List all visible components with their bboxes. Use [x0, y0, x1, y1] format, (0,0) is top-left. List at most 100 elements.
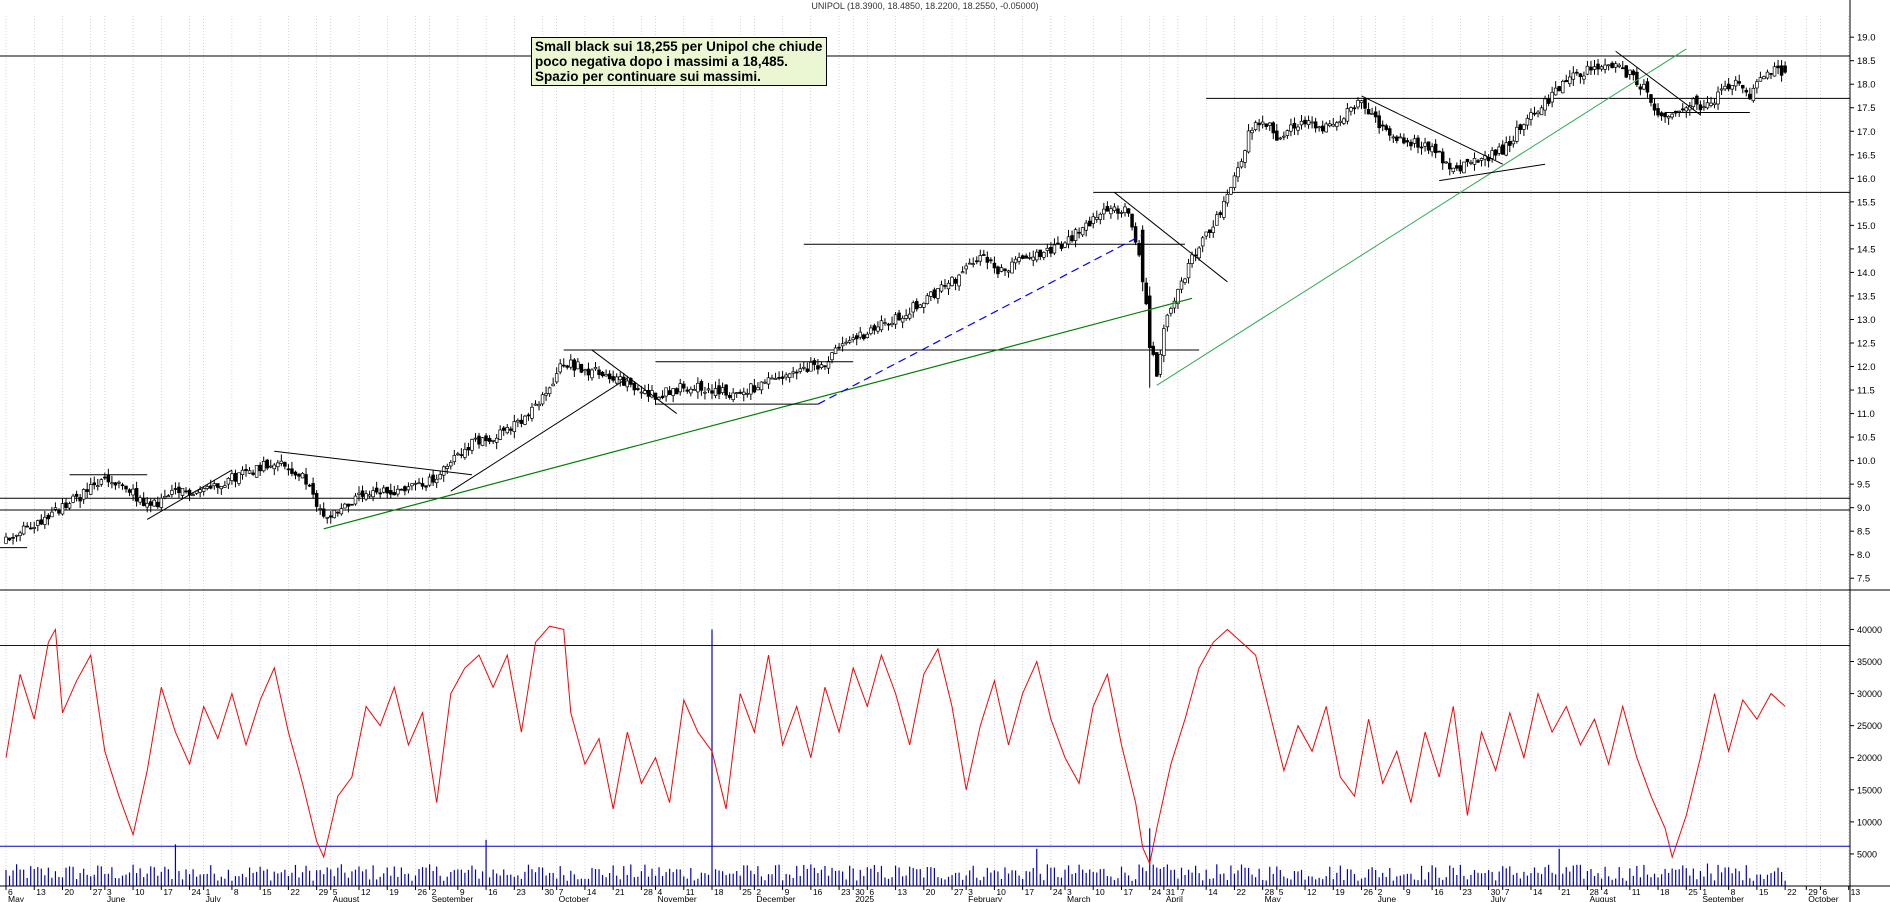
candle-body: [731, 392, 735, 401]
candle-body: [1765, 71, 1770, 79]
candle-body: [449, 462, 453, 467]
candle-body: [537, 403, 541, 407]
candle-body: [1250, 130, 1254, 134]
candle-body: [314, 493, 319, 507]
candle-body: [890, 322, 894, 326]
candle-body: [872, 325, 877, 331]
candle-body: [1042, 251, 1046, 258]
day-label: 16: [813, 887, 823, 897]
candle-body: [1151, 345, 1155, 355]
candle-body: [28, 527, 33, 530]
day-label: 14: [587, 887, 597, 897]
candle-body: [96, 485, 100, 487]
candle-body: [519, 419, 524, 424]
candle-body: [11, 536, 15, 539]
candle-body: [1444, 161, 1448, 164]
candle-body: [1532, 112, 1537, 115]
candle-body: [1663, 112, 1667, 118]
candle-body: [558, 363, 562, 373]
candle-body: [403, 486, 407, 492]
candle-body: [367, 494, 372, 497]
candle-body: [445, 465, 450, 469]
candle-body: [1719, 88, 1724, 91]
candle-body: [1628, 69, 1632, 75]
candle-body: [1253, 122, 1258, 130]
candle-body: [1723, 85, 1727, 90]
candle-body: [692, 388, 697, 391]
candle-body: [1246, 130, 1251, 153]
candle-body: [530, 406, 534, 419]
day-label: 18: [1660, 887, 1670, 897]
candle-body: [1169, 308, 1173, 314]
month-label: September: [432, 894, 474, 902]
day-label: 14: [1208, 887, 1218, 897]
day-label: 2: [1378, 887, 1383, 897]
candle-body: [812, 360, 817, 365]
candle-body: [456, 453, 460, 456]
trendline: [1361, 95, 1503, 165]
candle-body: [590, 369, 594, 379]
candle-body: [1631, 70, 1636, 76]
month-label: February: [968, 894, 1003, 902]
candle-body: [276, 462, 280, 468]
candle-body: [1162, 328, 1166, 356]
candle-body: [738, 391, 742, 394]
candle-body: [1232, 175, 1237, 188]
day-label: 20: [926, 887, 936, 897]
candle-body: [946, 282, 951, 290]
candle-body: [1356, 100, 1360, 108]
candle-body: [1603, 64, 1607, 70]
candle-body: [1476, 160, 1480, 163]
candle-body: [505, 427, 510, 434]
trendline: [817, 234, 1143, 405]
candle-body: [643, 390, 647, 394]
candle-body: [350, 503, 354, 506]
candle-body: [1204, 231, 1208, 237]
vertical-grid: [5, 16, 1849, 886]
day-label: 6: [869, 887, 874, 897]
candle-body: [766, 377, 771, 385]
candle-body: [60, 503, 65, 515]
candle-body: [339, 508, 344, 515]
candle-body: [148, 501, 153, 506]
candle-body: [43, 516, 47, 525]
candle-body: [424, 485, 428, 488]
candle-body: [1031, 256, 1035, 261]
candle-body: [579, 363, 584, 373]
candle-body: [399, 488, 404, 491]
candle-body: [1596, 63, 1600, 70]
candle-body: [113, 482, 118, 486]
candle-body: [1426, 141, 1431, 151]
price-tick-label: 17.0: [1857, 127, 1876, 138]
candle-body: [1518, 124, 1523, 130]
day-label: 25: [742, 887, 752, 897]
candle-body: [1179, 280, 1184, 290]
candle-body: [1324, 123, 1328, 133]
trendline: [450, 377, 628, 492]
candle-body: [752, 385, 757, 393]
candle-body: [551, 383, 555, 387]
candle-body: [1751, 87, 1756, 102]
candle-body: [1257, 122, 1261, 126]
candle-body: [201, 488, 206, 492]
candle-body: [1737, 81, 1741, 84]
day-label: 6: [1822, 887, 1827, 897]
day-label: 23: [841, 887, 851, 897]
candle-body: [346, 503, 351, 507]
candle-body: [1377, 115, 1381, 129]
candle-body: [279, 460, 284, 464]
candle-body: [99, 479, 104, 485]
candle-body: [1560, 80, 1565, 94]
candle-body: [1635, 71, 1639, 85]
candle-body: [876, 326, 880, 332]
candle-body: [900, 317, 905, 323]
day-label: 2: [756, 887, 761, 897]
candle-body: [487, 437, 492, 442]
candle-body: [1730, 85, 1734, 90]
candle-body: [1741, 85, 1745, 89]
candle-body: [21, 525, 26, 535]
candle-body: [374, 487, 379, 493]
candle-body: [597, 369, 601, 375]
candle-body: [290, 468, 294, 474]
candle-body: [830, 352, 834, 361]
